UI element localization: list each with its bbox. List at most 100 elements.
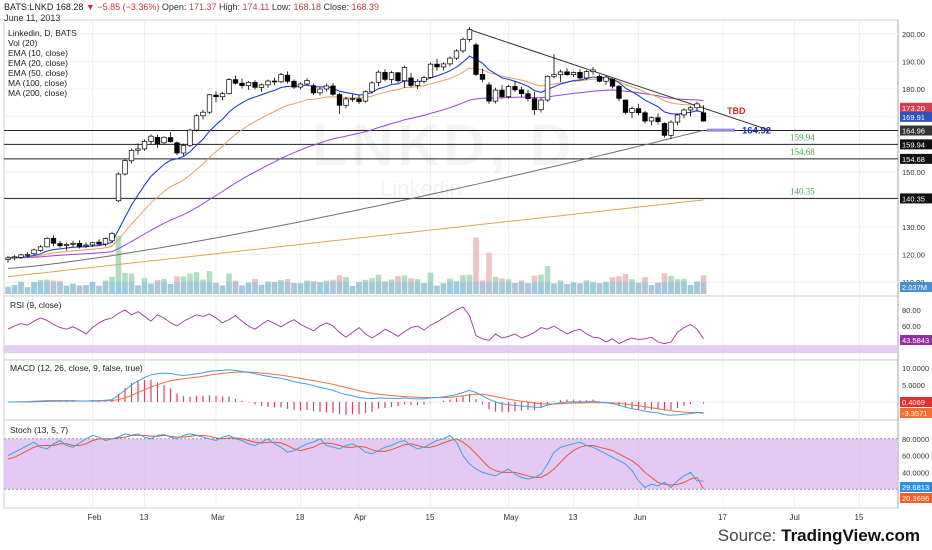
candle-body	[180, 144, 187, 154]
candle-body	[668, 121, 674, 136]
candle-body	[297, 83, 304, 88]
volume-base	[206, 282, 213, 294]
candle-body	[603, 76, 609, 82]
candle-body	[551, 74, 557, 77]
volume-base	[297, 283, 304, 294]
candle-body	[577, 72, 583, 79]
candle-body	[239, 82, 245, 87]
volume-base	[674, 282, 681, 294]
legend-item[interactable]: EMA (10, close)	[8, 48, 68, 58]
candle-body	[336, 94, 343, 106]
volume-base	[349, 286, 356, 294]
volume-base	[609, 282, 616, 294]
legend-item[interactable]: Linkedin, D, BATS	[8, 28, 77, 38]
volume-base	[635, 282, 642, 294]
volume-base	[330, 282, 336, 294]
legend-item[interactable]: Vol (20)	[8, 38, 38, 48]
candle-body	[167, 137, 174, 143]
candle-body	[63, 244, 70, 246]
volume-base	[395, 282, 401, 294]
volume-base	[174, 282, 180, 294]
volume-base	[505, 282, 512, 294]
volume-base	[148, 283, 154, 294]
candle-body	[258, 84, 265, 88]
candle-body	[271, 80, 278, 83]
volume-base	[258, 284, 265, 294]
candle-body	[681, 109, 687, 116]
x-tick-label: Jun	[634, 513, 647, 522]
volume-base	[141, 282, 148, 294]
volume-bar	[473, 237, 479, 294]
candle-body	[102, 238, 109, 245]
candle-body	[694, 103, 700, 109]
macd-tick-label: 10.0000	[902, 364, 929, 373]
volume-base	[570, 282, 577, 294]
candle-body	[479, 74, 486, 80]
volume-base	[375, 282, 382, 294]
candle-body	[408, 77, 414, 86]
macd-pane-title[interactable]: MACD (12, 26, close, 9, false, true)	[10, 363, 143, 373]
candle-body	[538, 99, 544, 111]
volume-base	[63, 285, 70, 294]
low-label: Low:	[271, 2, 291, 12]
price-tick-label: 190.00	[902, 57, 925, 66]
stoch-d-tag: 20.3696	[902, 494, 929, 503]
candle-body	[440, 63, 447, 68]
candle-body	[622, 99, 629, 113]
candle-body	[499, 89, 505, 98]
candle-body	[115, 173, 122, 202]
candle-body	[505, 86, 512, 98]
candle-body	[128, 149, 135, 162]
candle-body	[655, 117, 661, 122]
volume-base	[343, 282, 349, 294]
volume-base	[122, 282, 128, 294]
stoch-pane-title[interactable]: Stoch (13, 5, 7)	[10, 425, 69, 435]
volume-base	[31, 282, 37, 294]
source-prefix: Source:	[717, 526, 777, 545]
volume-base	[245, 282, 252, 294]
resistance-trendline	[469, 29, 771, 131]
candle-body	[375, 71, 382, 83]
tbd-annotation: TBD	[727, 106, 746, 116]
macd-line	[8, 369, 704, 416]
x-tick-label: Mar	[211, 513, 225, 522]
volume-bar	[544, 266, 551, 294]
low-value: 168.18	[293, 2, 321, 12]
volume-base	[564, 284, 570, 294]
volume-base	[590, 282, 596, 294]
volume-base	[603, 282, 609, 294]
candle-body	[278, 74, 284, 83]
volume-base	[434, 285, 440, 294]
volume-base	[18, 282, 24, 294]
source-brand[interactable]: TradingView.com	[781, 526, 920, 545]
candle-body	[369, 82, 375, 93]
volume-base	[37, 282, 44, 294]
price-tick-label: 200.00	[902, 30, 925, 39]
rsi-tag-bg	[900, 335, 932, 345]
volume-base	[655, 282, 661, 294]
rsi-pane-title[interactable]: RSI (9, close)	[10, 300, 62, 310]
candle-body	[473, 44, 479, 75]
candle-body	[687, 107, 694, 111]
legend-item[interactable]: MA (100, close)	[8, 78, 68, 88]
macd-tag-bg	[900, 397, 932, 407]
legend-item[interactable]: MA (200, close)	[8, 88, 68, 98]
source-credit: Source: TradingView.com	[718, 526, 920, 546]
legend-item[interactable]: EMA (50, close)	[8, 68, 68, 78]
candle-body	[57, 243, 63, 247]
volume-base	[219, 285, 226, 294]
volume-base	[486, 282, 492, 294]
candle-body	[245, 82, 252, 87]
volume-base	[284, 282, 291, 294]
price-tag: 173.20	[902, 104, 925, 113]
legend-item[interactable]: EMA (20, close)	[8, 58, 68, 68]
price-tick-label: 180.00	[902, 85, 925, 94]
volume-base	[115, 282, 122, 294]
volume-base	[356, 282, 362, 294]
volume-tag: 2.037M	[902, 283, 927, 292]
candle-body	[24, 253, 31, 256]
volume-base	[538, 282, 544, 294]
ema20-line	[7, 67, 704, 259]
candle-body	[466, 29, 473, 40]
